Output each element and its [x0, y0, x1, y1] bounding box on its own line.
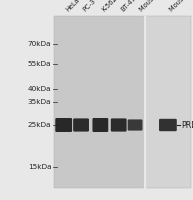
Text: PRDX6: PRDX6	[181, 120, 193, 130]
Text: 55kDa: 55kDa	[28, 61, 51, 67]
Text: 15kDa: 15kDa	[28, 164, 51, 170]
Text: BT-474: BT-474	[120, 0, 140, 13]
FancyBboxPatch shape	[159, 119, 177, 131]
FancyBboxPatch shape	[92, 118, 108, 132]
Text: PC-3: PC-3	[82, 0, 97, 13]
FancyBboxPatch shape	[54, 16, 144, 188]
Text: 70kDa: 70kDa	[28, 41, 51, 47]
Text: K-562: K-562	[101, 0, 119, 13]
FancyBboxPatch shape	[145, 16, 191, 188]
Text: 40kDa: 40kDa	[28, 86, 51, 92]
Text: 35kDa: 35kDa	[28, 99, 51, 105]
FancyBboxPatch shape	[73, 118, 89, 132]
FancyBboxPatch shape	[111, 118, 127, 132]
Text: Mouse liver: Mouse liver	[138, 0, 169, 13]
FancyBboxPatch shape	[55, 118, 72, 132]
FancyBboxPatch shape	[128, 119, 142, 131]
Text: HeLa: HeLa	[65, 0, 81, 13]
Text: 25kDa: 25kDa	[28, 122, 51, 128]
Text: Mouse heart: Mouse heart	[169, 0, 193, 13]
